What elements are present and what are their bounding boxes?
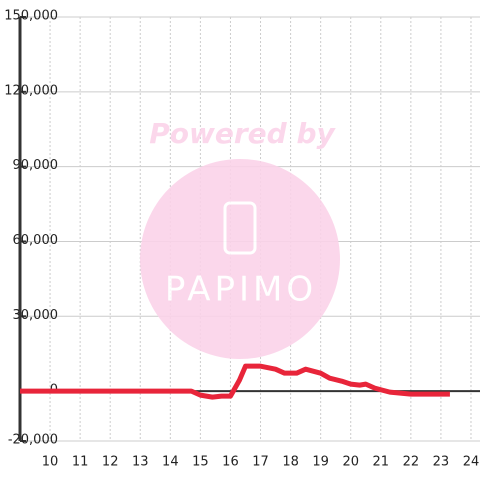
x-tick-label: 11 <box>72 455 89 470</box>
x-tick-label: 23 <box>433 455 450 470</box>
y-tick-label: 60,000 <box>13 233 59 248</box>
x-tick-label: 19 <box>312 455 329 470</box>
watermark-circle <box>140 159 340 359</box>
series-line <box>20 363 450 400</box>
x-tick-label: 18 <box>282 455 299 470</box>
x-tick-label: 10 <box>42 455 59 470</box>
y-tick-label: 120,000 <box>4 83 58 98</box>
x-tick-label: 21 <box>373 455 390 470</box>
watermark: Powered by PAPIMO <box>140 117 340 359</box>
x-tick-label: 14 <box>162 455 179 470</box>
x-tick-label: 15 <box>192 455 209 470</box>
y-tick-label: 30,000 <box>13 308 59 323</box>
watermark-text: Powered by <box>149 117 336 150</box>
y-tick-label: 90,000 <box>13 158 59 173</box>
y-tick-label: -20,000 <box>8 433 58 448</box>
x-tick-label: 12 <box>102 455 119 470</box>
x-tick-label: 13 <box>132 455 149 470</box>
x-tick-label: 22 <box>403 455 420 470</box>
x-tick-label: 17 <box>252 455 269 470</box>
watermark-icon <box>223 201 257 255</box>
x-tick-label: 20 <box>342 455 359 470</box>
x-tick-label: 16 <box>222 455 239 470</box>
x-tick-label: 24 <box>463 455 480 470</box>
y-tick-label: 150,000 <box>4 9 58 24</box>
watermark-logo: PAPIMO <box>165 270 317 310</box>
